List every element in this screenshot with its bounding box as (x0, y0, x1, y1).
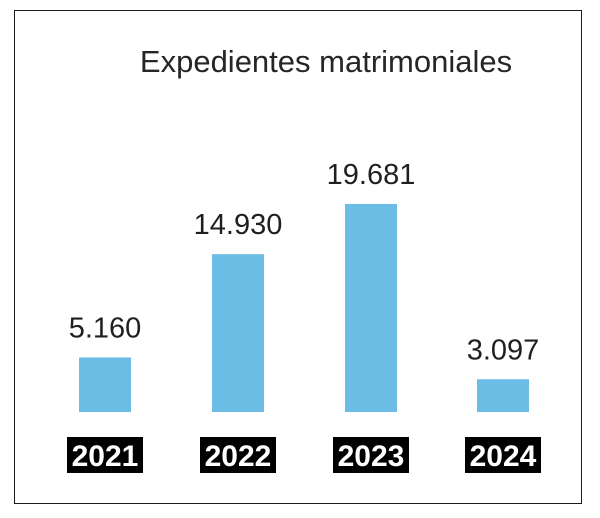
bar-2022 (212, 254, 264, 412)
bar-2021 (79, 357, 131, 412)
value-label-2024: 3.097 (467, 334, 540, 366)
chart-title: Expedientes matrimoniales (140, 44, 512, 79)
category-label-2023: 2023 (338, 440, 405, 473)
value-label-2023: 19.681 (327, 159, 416, 191)
category-label-2021: 2021 (72, 440, 139, 473)
category-label-bg-2021 (67, 437, 143, 473)
bar-2024 (477, 379, 529, 412)
category-label-2024: 2024 (470, 440, 537, 473)
category-label-bg-2022 (200, 437, 276, 473)
bar-2023 (345, 203, 397, 412)
category-label-2022: 2022 (205, 440, 272, 473)
value-label-2022: 14.930 (194, 209, 283, 241)
category-label-bg-2023 (333, 437, 409, 473)
category-label-bg-2024 (465, 437, 541, 473)
chart-frame (14, 10, 582, 504)
bars-layer: 5.160 2021 14.930 2022 19.681 2023 3.097 2024 (67, 159, 541, 473)
value-label-2021: 5.160 (69, 312, 142, 344)
